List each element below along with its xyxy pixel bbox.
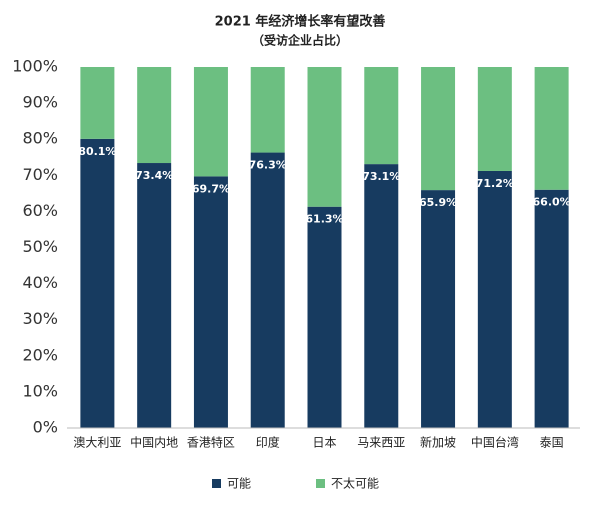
x-tick-label: 日本 xyxy=(312,436,336,450)
chart-title: 2021 年经济增长率有望改善 xyxy=(215,14,386,30)
y-tick-label: 60% xyxy=(22,201,58,220)
y-tick-label: 0% xyxy=(33,418,58,437)
x-tick-label: 马来西亚 xyxy=(357,436,405,450)
x-tick-label: 香港特区 xyxy=(187,435,235,450)
bar-segment xyxy=(534,189,569,428)
bar-segment xyxy=(193,67,228,177)
x-tick-label: 新加坡 xyxy=(420,435,456,450)
y-tick-label: 70% xyxy=(22,165,58,184)
bar-segment xyxy=(364,67,399,165)
y-tick-label: 50% xyxy=(22,237,58,256)
bar-segment xyxy=(534,67,569,190)
x-tick-label: 中国内地 xyxy=(130,435,178,450)
x-tick-label: 澳大利亚 xyxy=(73,436,121,450)
bar-segment xyxy=(477,170,512,428)
value-label: 73.1% xyxy=(362,170,400,183)
legend-label: 可能 xyxy=(227,477,251,491)
bar-segment xyxy=(250,152,285,428)
bar-segment xyxy=(421,67,456,191)
bar-segment xyxy=(307,67,342,207)
bar-segment xyxy=(250,67,285,153)
value-label: 76.3% xyxy=(249,159,287,172)
y-tick-label: 40% xyxy=(22,273,58,292)
bar-segment xyxy=(80,67,115,139)
value-label: 65.9% xyxy=(419,196,457,209)
bar-segment xyxy=(137,67,172,164)
y-tick-label: 90% xyxy=(22,93,58,112)
y-tick-label: 100% xyxy=(12,57,58,76)
bar-segment xyxy=(137,163,172,428)
bar-segment xyxy=(477,67,512,171)
bar-segment xyxy=(193,176,228,428)
chart-subtitle: （受访企业占比） xyxy=(252,33,348,48)
y-tick-label: 10% xyxy=(22,381,58,400)
legend-label: 不太可能 xyxy=(331,476,379,491)
legend-swatch xyxy=(212,479,221,488)
bar-segment xyxy=(421,190,456,428)
value-label: 69.7% xyxy=(192,182,230,195)
legend-swatch xyxy=(316,479,325,488)
value-label: 80.1% xyxy=(78,145,116,158)
y-tick-label: 30% xyxy=(22,309,58,328)
x-tick-label: 中国台湾 xyxy=(471,435,519,450)
value-label: 61.3% xyxy=(305,213,343,226)
bar-segment xyxy=(364,164,399,428)
value-label: 66.0% xyxy=(533,196,571,209)
bar-segment xyxy=(307,206,342,428)
bar-segment xyxy=(80,138,115,429)
x-tick-label: 印度 xyxy=(256,435,280,450)
value-label: 71.2% xyxy=(476,177,514,190)
x-tick-label: 泰国 xyxy=(540,436,564,450)
y-tick-label: 80% xyxy=(22,129,58,148)
value-label: 73.4% xyxy=(135,169,173,182)
y-tick-label: 20% xyxy=(22,345,58,364)
